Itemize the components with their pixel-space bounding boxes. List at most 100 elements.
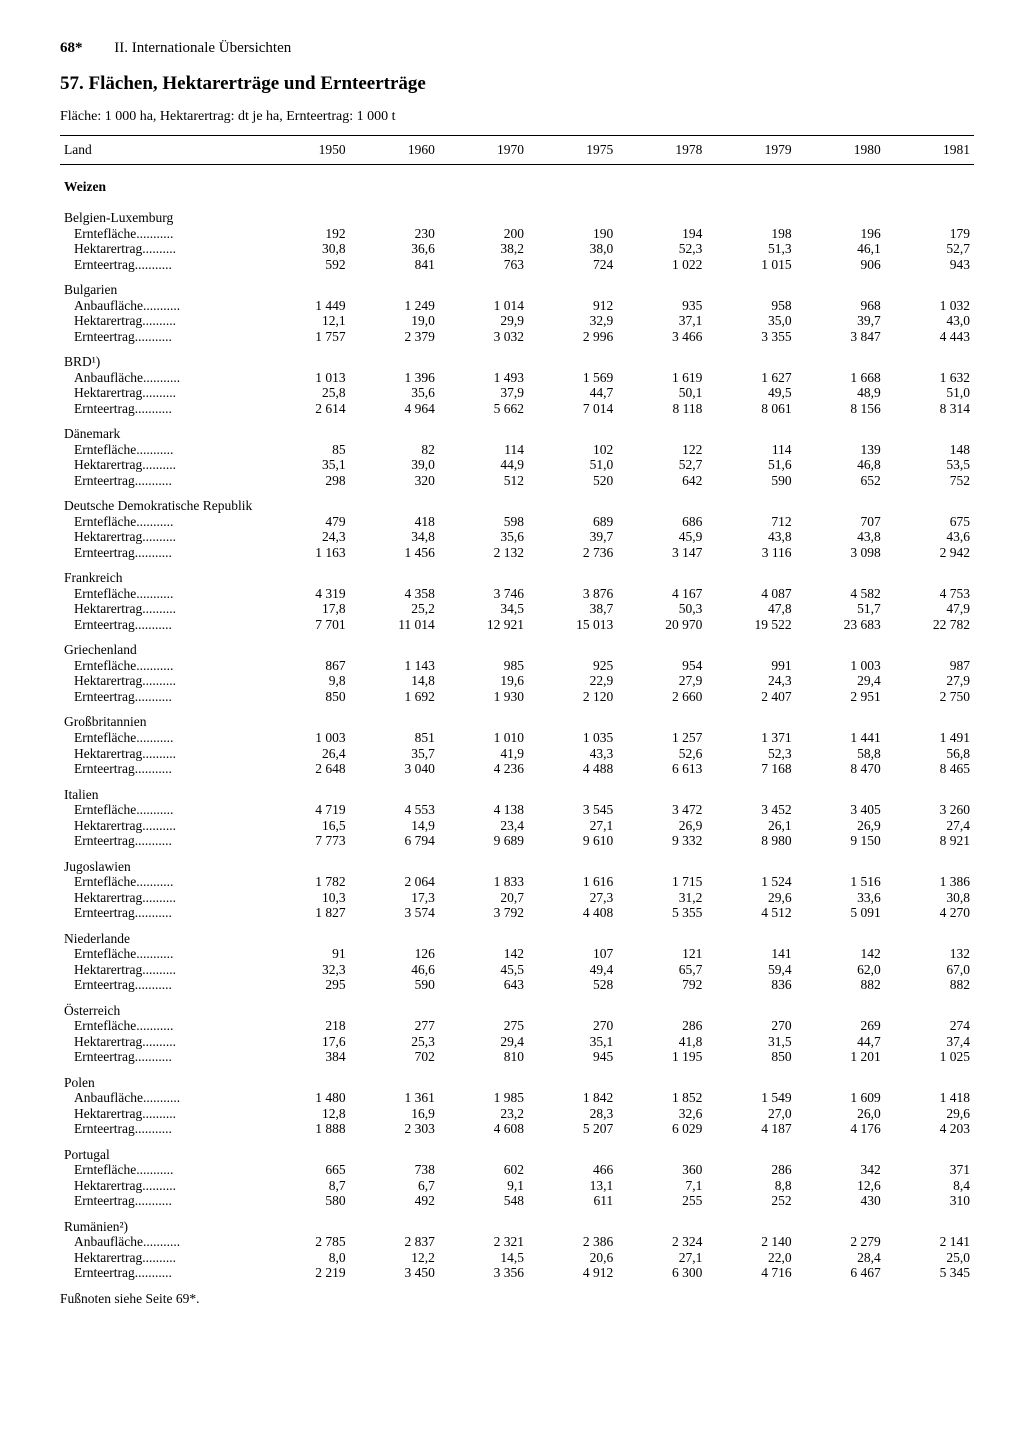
value-cell: 286: [706, 1162, 795, 1178]
metric-row: Ernteertrag ...........2 6144 9645 6627 …: [60, 401, 974, 417]
value-cell: 528: [528, 977, 617, 993]
value-cell: 43,8: [706, 529, 795, 545]
value-cell: 4 912: [528, 1265, 617, 1281]
value-cell: 198: [706, 226, 795, 242]
value-cell: 46,6: [350, 962, 439, 978]
value-cell: 1 418: [885, 1090, 974, 1106]
value-cell: 1 249: [350, 298, 439, 314]
value-cell: 675: [885, 514, 974, 530]
metric-row: Ernteertrag ...........7 7736 7949 6899 …: [60, 833, 974, 849]
value-cell: 49,4: [528, 962, 617, 978]
value-cell: 958: [706, 298, 795, 314]
country-row: Bulgarien: [60, 272, 974, 298]
value-cell: 24,3: [260, 529, 349, 545]
value-cell: 2 736: [528, 545, 617, 561]
value-cell: 1 386: [885, 874, 974, 890]
value-cell: 27,3: [528, 890, 617, 906]
value-cell: 9,1: [439, 1178, 528, 1194]
metric-label: Anbaufläche ...........: [60, 1234, 260, 1250]
country-name: Dänemark: [60, 416, 974, 442]
value-cell: 23,2: [439, 1106, 528, 1122]
value-cell: 35,7: [350, 746, 439, 762]
value-cell: 102: [528, 442, 617, 458]
metric-label: Anbaufläche ...........: [60, 370, 260, 386]
value-cell: 26,9: [796, 818, 885, 834]
value-cell: 179: [885, 226, 974, 242]
value-cell: 1 491: [885, 730, 974, 746]
value-cell: 1 371: [706, 730, 795, 746]
table-header-row: Land 1950 1960 1970 1975 1978 1979 1980 …: [60, 136, 974, 165]
table-subtitle: Fläche: 1 000 ha, Hektarertrag: dt je ha…: [60, 109, 974, 125]
value-cell: 1 616: [528, 874, 617, 890]
value-cell: 8 980: [706, 833, 795, 849]
metric-label: Ernteertrag ...........: [60, 473, 260, 489]
value-cell: 33,6: [796, 890, 885, 906]
metric-label: Ernteertrag ...........: [60, 1265, 260, 1281]
country-name: Österreich: [60, 993, 974, 1019]
value-cell: 6 300: [617, 1265, 706, 1281]
metric-row: Anbaufläche ...........1 4491 2491 01491…: [60, 298, 974, 314]
col-1960: 1960: [350, 136, 439, 165]
value-cell: 707: [796, 514, 885, 530]
value-cell: 1 632: [885, 370, 974, 386]
value-cell: 255: [617, 1193, 706, 1209]
value-cell: 935: [617, 298, 706, 314]
country-row: Österreich: [60, 993, 974, 1019]
value-cell: 3 847: [796, 329, 885, 345]
value-cell: 8 314: [885, 401, 974, 417]
section-label: Weizen: [60, 164, 974, 200]
value-cell: 9 332: [617, 833, 706, 849]
value-cell: 8 061: [706, 401, 795, 417]
metric-row: Erntefläche ...........1 0038511 0101 03…: [60, 730, 974, 746]
value-cell: 611: [528, 1193, 617, 1209]
value-cell: 1 022: [617, 257, 706, 273]
value-cell: 6 613: [617, 761, 706, 777]
value-cell: 11 014: [350, 617, 439, 633]
value-cell: 5 662: [439, 401, 528, 417]
value-cell: 712: [706, 514, 795, 530]
metric-row: Hektarertrag ..........35,139,044,951,05…: [60, 457, 974, 473]
value-cell: 2 942: [885, 545, 974, 561]
country-row: Polen: [60, 1065, 974, 1091]
value-cell: 850: [260, 689, 349, 705]
value-cell: 590: [350, 977, 439, 993]
metric-row: Ernteertrag ...........5928417637241 022…: [60, 257, 974, 273]
value-cell: 665: [260, 1162, 349, 1178]
value-cell: 43,3: [528, 746, 617, 762]
value-cell: 1 032: [885, 298, 974, 314]
value-cell: 27,9: [885, 673, 974, 689]
value-cell: 2 750: [885, 689, 974, 705]
metric-label: Erntefläche ...........: [60, 1018, 260, 1034]
value-cell: 1 569: [528, 370, 617, 386]
value-cell: 841: [350, 257, 439, 273]
value-cell: 126: [350, 946, 439, 962]
metric-row: Erntefläche ...........19223020019019419…: [60, 226, 974, 242]
value-cell: 270: [528, 1018, 617, 1034]
value-cell: 39,7: [528, 529, 617, 545]
value-cell: 1 619: [617, 370, 706, 386]
value-cell: 26,0: [796, 1106, 885, 1122]
value-cell: 196: [796, 226, 885, 242]
country-name: BRD¹): [60, 344, 974, 370]
value-cell: 23 683: [796, 617, 885, 633]
value-cell: 51,0: [528, 457, 617, 473]
value-cell: 41,9: [439, 746, 528, 762]
value-cell: 10,3: [260, 890, 349, 906]
value-cell: 882: [796, 977, 885, 993]
value-cell: 6,7: [350, 1178, 439, 1194]
country-name: Großbritannien: [60, 704, 974, 730]
country-name: Deutsche Demokratische Republik: [60, 488, 974, 514]
value-cell: 2 064: [350, 874, 439, 890]
metric-label: Hektarertrag ..........: [60, 385, 260, 401]
value-cell: 7 014: [528, 401, 617, 417]
value-cell: 44,9: [439, 457, 528, 473]
value-cell: 466: [528, 1162, 617, 1178]
value-cell: 810: [439, 1049, 528, 1065]
value-cell: 45,5: [439, 962, 528, 978]
value-cell: 8,7: [260, 1178, 349, 1194]
value-cell: 1 003: [260, 730, 349, 746]
country-name: Jugoslawien: [60, 849, 974, 875]
col-1979: 1979: [706, 136, 795, 165]
value-cell: 991: [706, 658, 795, 674]
value-cell: 32,6: [617, 1106, 706, 1122]
